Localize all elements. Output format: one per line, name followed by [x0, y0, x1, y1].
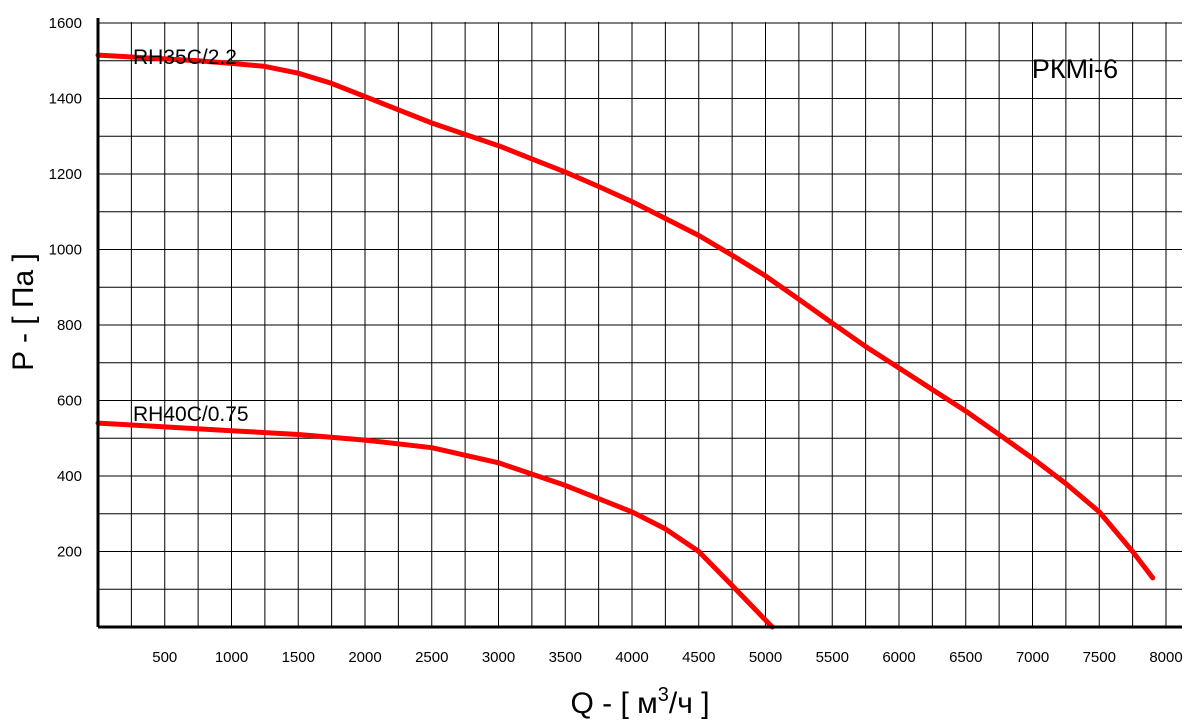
x-axis-title-superscript: 3	[658, 684, 669, 706]
series-line-0	[95, 52, 1156, 581]
y-tick-label: 1600	[49, 15, 82, 32]
y-tick-label: 1000	[49, 242, 82, 259]
x-tick-label: 6500	[949, 649, 982, 666]
y-tick-label: 800	[57, 317, 82, 334]
y-tick-label: 400	[57, 468, 82, 485]
x-tick-label: 6000	[882, 649, 915, 666]
x-tick-label: 5000	[749, 649, 782, 666]
x-tick-label: 2500	[415, 649, 448, 666]
y-tick-label: 200	[57, 544, 82, 561]
x-tick-label: 3000	[482, 649, 515, 666]
y-tick-label: 1200	[49, 166, 82, 183]
series-line-1	[95, 420, 775, 630]
x-tick-labels: 500 1000 1500 2000 2500 3000 3500 4000 4500 5000 5…	[152, 649, 1182, 666]
axes	[96, 18, 1182, 629]
x-tick-label: 4000	[615, 649, 648, 666]
x-tick-label: 500	[152, 649, 177, 666]
x-tick-label: 3500	[549, 649, 582, 666]
y-tick-label: 1400	[49, 91, 82, 108]
y-tick-labels: 200 400 600 800 1000 1200 1400 1600	[49, 15, 82, 561]
x-tick-label: 4500	[682, 649, 715, 666]
y-axis-title: P - [ Па ]	[7, 253, 40, 371]
x-tick-label: 1500	[282, 649, 315, 666]
x-tick-label: 2000	[348, 649, 381, 666]
grid	[98, 22, 1182, 627]
x-tick-label: 5500	[816, 649, 849, 666]
series-label-rh40c: RH40C/0.75	[133, 403, 249, 426]
x-axis-title: Q - [ м3/ч ]	[570, 684, 709, 720]
x-tick-label: 7000	[1016, 649, 1049, 666]
x-tick-label: 7500	[1083, 649, 1116, 666]
series-label-rh35c: RH35C/2.2	[133, 46, 237, 69]
x-axis-title-suffix: /ч ]	[669, 687, 710, 720]
x-axis-title-prefix: Q - [ м	[570, 687, 657, 720]
chart-title: РКМi-6	[1032, 54, 1118, 84]
x-tick-label: 1000	[215, 649, 248, 666]
x-tick-label: 8000	[1149, 649, 1182, 666]
series-lines	[95, 52, 1156, 630]
y-tick-label: 600	[57, 393, 82, 410]
